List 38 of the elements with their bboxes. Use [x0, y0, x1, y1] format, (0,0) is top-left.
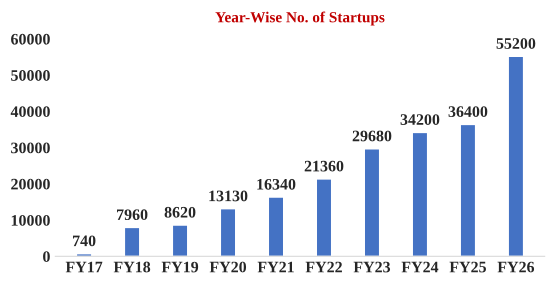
data-label: 7960 — [117, 209, 148, 220]
data-label: 55200 — [496, 38, 536, 49]
bar — [460, 124, 476, 256]
bar — [124, 226, 140, 256]
x-tick-label: FY22 — [306, 262, 342, 272]
bar — [412, 132, 428, 256]
x-tick-label: FY20 — [210, 262, 246, 272]
y-tick-label: 50000 — [11, 70, 50, 81]
x-tick-label: FY24 — [402, 262, 438, 272]
bar — [76, 252, 92, 256]
y-tick-label: 60000 — [11, 34, 50, 45]
data-label: 34200 — [400, 114, 440, 125]
data-label: 8620 — [164, 206, 196, 218]
data-label: 740 — [73, 235, 96, 246]
x-tick-label: FY21 — [258, 262, 294, 272]
x-tick-label: FY25 — [450, 262, 486, 272]
data-label: 13130 — [209, 190, 248, 202]
data-label: 21360 — [304, 160, 344, 172]
chart-title: Year-Wise No. of Startups — [215, 11, 384, 26]
bar — [316, 178, 332, 256]
data-label: 36400 — [448, 106, 488, 117]
bar — [172, 224, 188, 256]
bar — [508, 56, 524, 256]
y-tick-label: 40000 — [10, 106, 50, 118]
y-tick-label: 30000 — [11, 142, 50, 154]
y-tick-label: 0 — [43, 251, 50, 262]
x-tick-label: FY23 — [354, 262, 390, 272]
bar — [268, 196, 284, 256]
y-tick-label: 10000 — [12, 215, 50, 226]
data-label: 16340 — [257, 178, 296, 190]
x-tick-label: FY18 — [114, 262, 150, 272]
x-tick-label: FY26 — [498, 262, 534, 272]
bar — [220, 208, 236, 256]
y-tick-label: 20000 — [11, 178, 50, 190]
x-tick-label: FY19 — [162, 262, 198, 272]
data-label: 29680 — [352, 130, 392, 142]
x-tick-label: FY17 — [66, 262, 102, 272]
bar — [364, 148, 380, 256]
